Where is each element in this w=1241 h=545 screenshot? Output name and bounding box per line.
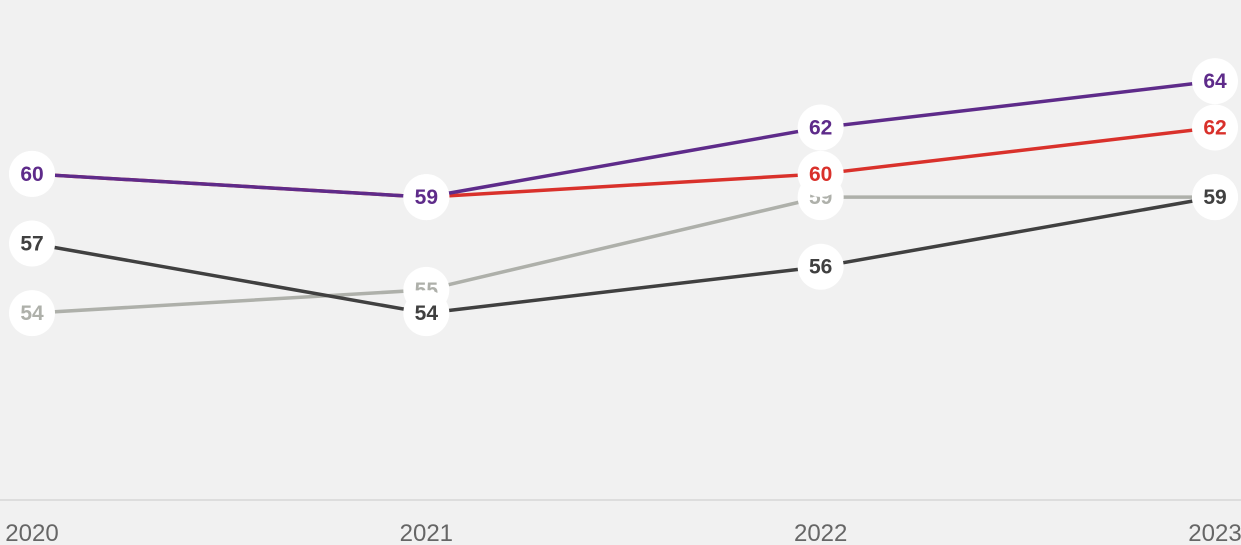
series-4-line: [30, 195, 1217, 315]
data-marker: [403, 174, 450, 221]
x-tick-label: 2021: [400, 520, 453, 545]
series-1-point: 60: [9, 150, 55, 197]
data-label: 59: [415, 186, 438, 209]
data-label: 54: [20, 302, 44, 325]
data-marker: [403, 290, 450, 337]
series-1-point: 59: [403, 174, 450, 221]
series-3-point: 54: [403, 290, 450, 337]
data-label: 54: [415, 302, 439, 325]
data-label: 64: [1203, 70, 1227, 93]
series-3-point: 59: [1192, 174, 1238, 221]
data-marker: [1192, 58, 1238, 105]
data-label: 62: [809, 117, 832, 140]
data-marker: [9, 220, 55, 267]
data-marker: [797, 104, 844, 151]
x-tick-label: 2022: [794, 520, 847, 545]
data-label: 60: [20, 163, 43, 186]
series-2-point: 60: [797, 150, 844, 197]
series-3-point: 57: [9, 220, 55, 267]
series-1-point: 64: [1192, 58, 1238, 105]
x-axis-ticks: 2020 2021 2022 2023: [5, 520, 1241, 545]
series-3-point: 56: [797, 243, 844, 290]
data-marker: [1192, 174, 1238, 221]
series-markers: 54555959575456596059606260596264: [9, 58, 1238, 337]
data-marker: [9, 290, 55, 337]
series-3-line: [30, 195, 1217, 315]
data-marker: [797, 150, 844, 197]
data-label: 62: [1203, 117, 1226, 140]
series-1-line: [30, 79, 1217, 199]
data-marker: [1192, 104, 1238, 151]
data-marker: [9, 150, 55, 197]
series-2-point: 62: [1192, 104, 1238, 151]
data-label: 60: [809, 163, 832, 186]
data-marker: [797, 243, 844, 290]
series-4-point: 54: [9, 290, 55, 337]
x-tick-label: 2020: [5, 520, 58, 545]
data-label: 57: [20, 233, 43, 256]
data-label: 56: [809, 256, 832, 279]
series-1-point: 62: [797, 104, 844, 151]
data-label: 59: [1203, 186, 1226, 209]
x-tick-label: 2023: [1188, 520, 1241, 545]
series-lines: [30, 79, 1217, 315]
